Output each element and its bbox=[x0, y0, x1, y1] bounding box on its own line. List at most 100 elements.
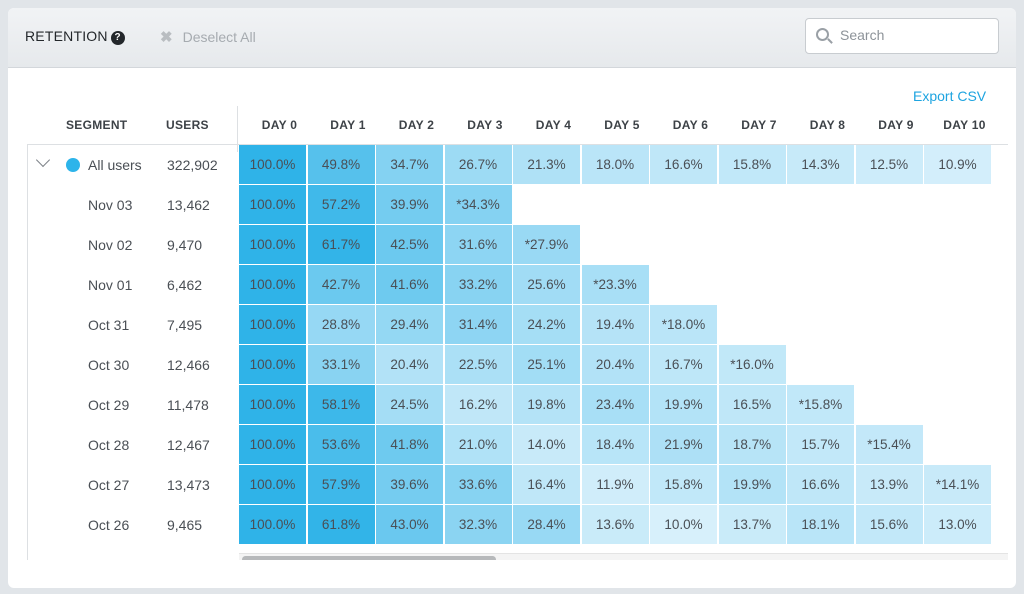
retention-cell[interactable]: 42.7% bbox=[307, 265, 375, 304]
search-input[interactable] bbox=[840, 27, 990, 43]
retention-cell[interactable]: 43.0% bbox=[376, 505, 443, 544]
retention-cell[interactable]: 15.7% bbox=[787, 425, 854, 464]
retention-cell[interactable]: 39.6% bbox=[376, 465, 443, 504]
table-row[interactable]: All users 322,902 100.0% 49.8% 34.7% 26.7% 21.… bbox=[28, 145, 1008, 185]
retention-cell[interactable]: 15.8% bbox=[650, 465, 717, 504]
table-row[interactable]: Oct 30 12,466 100.0% 33.1% 20.4% 22.5% 25.1% 20… bbox=[28, 345, 1008, 385]
column-header-day-0[interactable]: DAY 0 bbox=[261, 118, 298, 132]
retention-cell[interactable]: 57.2% bbox=[307, 185, 375, 224]
retention-cell[interactable]: 28.8% bbox=[307, 305, 375, 344]
column-header-segment[interactable]: SEGMENT bbox=[66, 118, 128, 132]
retention-cell[interactable]: *23.3% bbox=[581, 265, 649, 304]
retention-cell[interactable]: 13.9% bbox=[855, 465, 923, 504]
retention-cell[interactable]: 10.9% bbox=[924, 145, 991, 184]
retention-cell[interactable]: *27.9% bbox=[513, 225, 580, 264]
retention-cell[interactable]: 13.6% bbox=[581, 505, 649, 544]
retention-cell[interactable]: *16.0% bbox=[718, 345, 786, 384]
retention-cell[interactable]: 31.4% bbox=[444, 305, 512, 344]
retention-cell[interactable]: 19.9% bbox=[650, 385, 717, 424]
retention-cell[interactable]: 34.7% bbox=[376, 145, 443, 184]
retention-cell[interactable]: 21.0% bbox=[444, 425, 512, 464]
retention-cell[interactable]: 29.4% bbox=[376, 305, 443, 344]
retention-cell[interactable]: 100.0% bbox=[239, 305, 306, 344]
horizontal-scrollbar[interactable] bbox=[239, 553, 1008, 560]
retention-cell[interactable]: 18.0% bbox=[581, 145, 649, 184]
retention-cell[interactable]: 19.9% bbox=[718, 465, 786, 504]
retention-cell[interactable]: 26.7% bbox=[444, 145, 512, 184]
retention-cell[interactable]: 20.4% bbox=[376, 345, 443, 384]
retention-cell[interactable]: 13.7% bbox=[718, 505, 786, 544]
retention-cell[interactable]: 20.4% bbox=[581, 345, 649, 384]
retention-cell[interactable]: 57.9% bbox=[307, 465, 375, 504]
retention-cell[interactable]: *15.4% bbox=[855, 425, 923, 464]
retention-cell[interactable]: 16.4% bbox=[513, 465, 580, 504]
retention-cell[interactable]: 100.0% bbox=[239, 265, 306, 304]
retention-cell[interactable]: 11.9% bbox=[581, 465, 649, 504]
retention-cell[interactable]: 25.6% bbox=[513, 265, 580, 304]
retention-cell[interactable]: *14.1% bbox=[924, 465, 991, 504]
retention-cell[interactable]: 100.0% bbox=[239, 465, 306, 504]
table-row[interactable]: Oct 26 9,465 100.0% 61.8% 43.0% 32.3% 28.4% 13.… bbox=[28, 505, 1008, 545]
retention-cell[interactable]: 18.4% bbox=[581, 425, 649, 464]
column-header-users[interactable]: USERS bbox=[166, 118, 209, 132]
retention-cell[interactable]: 12.5% bbox=[855, 145, 923, 184]
column-header-day-1[interactable]: DAY 1 bbox=[330, 118, 366, 132]
retention-cell[interactable]: 100.0% bbox=[239, 345, 306, 384]
retention-cell[interactable]: 33.1% bbox=[307, 345, 375, 384]
retention-cell[interactable]: 18.1% bbox=[787, 505, 854, 544]
retention-cell[interactable]: 41.6% bbox=[376, 265, 443, 304]
retention-cell[interactable]: 41.8% bbox=[376, 425, 443, 464]
column-header-day-9[interactable]: DAY 9 bbox=[878, 118, 914, 132]
retention-cell[interactable]: 16.7% bbox=[650, 345, 717, 384]
column-header-day-2[interactable]: DAY 2 bbox=[398, 118, 435, 132]
retention-cell[interactable]: 13.0% bbox=[924, 505, 991, 544]
column-header-day-5[interactable]: DAY 5 bbox=[604, 118, 640, 132]
retention-cell[interactable]: 16.5% bbox=[718, 385, 786, 424]
column-header-day-7[interactable]: DAY 7 bbox=[741, 118, 777, 132]
column-header-day-3[interactable]: DAY 3 bbox=[467, 118, 503, 132]
search-box[interactable] bbox=[805, 18, 999, 54]
retention-cell[interactable]: 58.1% bbox=[307, 385, 375, 424]
retention-cell[interactable]: 100.0% bbox=[239, 145, 306, 184]
chevron-down-icon[interactable] bbox=[35, 152, 51, 168]
retention-cell[interactable]: 24.5% bbox=[376, 385, 443, 424]
column-header-day-4[interactable]: DAY 4 bbox=[535, 118, 572, 132]
retention-cell[interactable]: 22.5% bbox=[444, 345, 512, 384]
column-header-day-8[interactable]: DAY 8 bbox=[809, 118, 846, 132]
table-row[interactable]: Nov 03 13,462 100.0% 57.2% 39.9% *34.3% bbox=[28, 185, 1008, 225]
table-row[interactable]: Nov 02 9,470 100.0% 61.7% 42.5% 31.6% *27.9% bbox=[28, 225, 1008, 265]
retention-cell[interactable]: 39.9% bbox=[376, 185, 443, 224]
question-circle-icon[interactable]: ? bbox=[110, 31, 125, 45]
table-row[interactable]: Nov 01 6,462 100.0% 42.7% 41.6% 33.2% 25.6% *23… bbox=[28, 265, 1008, 305]
retention-cell[interactable]: 16.6% bbox=[787, 465, 854, 504]
export-csv-link[interactable]: Export CSV bbox=[913, 88, 987, 104]
scrollbar-thumb[interactable] bbox=[242, 556, 496, 560]
table-row[interactable]: Oct 25 6,468 bbox=[28, 545, 1008, 560]
retention-cell[interactable]: 21.3% bbox=[513, 145, 580, 184]
retention-cell[interactable]: 42.5% bbox=[376, 225, 443, 264]
retention-cell[interactable]: 10.0% bbox=[650, 505, 717, 544]
retention-cell[interactable]: *34.3% bbox=[444, 185, 512, 224]
table-row[interactable]: Oct 31 7,495 100.0% 28.8% 29.4% 31.4% 24.2% 19.… bbox=[28, 305, 1008, 345]
retention-cell[interactable]: 33.2% bbox=[444, 265, 512, 304]
table-row[interactable]: Oct 27 13,473 100.0% 57.9% 39.6% 33.6% 16.4% 11… bbox=[28, 465, 1008, 505]
retention-cell[interactable]: 25.1% bbox=[513, 345, 580, 384]
retention-cell[interactable]: 100.0% bbox=[239, 385, 306, 424]
retention-cell[interactable]: 16.6% bbox=[650, 145, 717, 184]
retention-cell[interactable]: 33.6% bbox=[444, 465, 512, 504]
deselect-all-button[interactable]: ✖ Deselect All bbox=[160, 28, 256, 46]
retention-cell[interactable]: *15.8% bbox=[787, 385, 854, 424]
retention-cell[interactable]: *18.0% bbox=[650, 305, 717, 344]
retention-cell[interactable]: 49.8% bbox=[307, 145, 375, 184]
retention-cell[interactable]: 31.6% bbox=[444, 225, 512, 264]
retention-cell[interactable]: 61.8% bbox=[307, 505, 375, 544]
retention-cell[interactable]: 21.9% bbox=[650, 425, 717, 464]
retention-cell[interactable]: 24.2% bbox=[513, 305, 580, 344]
retention-cell[interactable]: 19.4% bbox=[581, 305, 649, 344]
retention-cell[interactable]: 100.0% bbox=[239, 225, 306, 264]
retention-cell[interactable]: 100.0% bbox=[239, 505, 306, 544]
table-row[interactable]: Oct 29 11,478 100.0% 58.1% 24.5% 16.2% 19.8% 23… bbox=[28, 385, 1008, 425]
retention-cell[interactable]: 23.4% bbox=[581, 385, 649, 424]
column-header-day-10[interactable]: DAY 10 bbox=[943, 118, 986, 132]
retention-cell[interactable]: 53.6% bbox=[307, 425, 375, 464]
